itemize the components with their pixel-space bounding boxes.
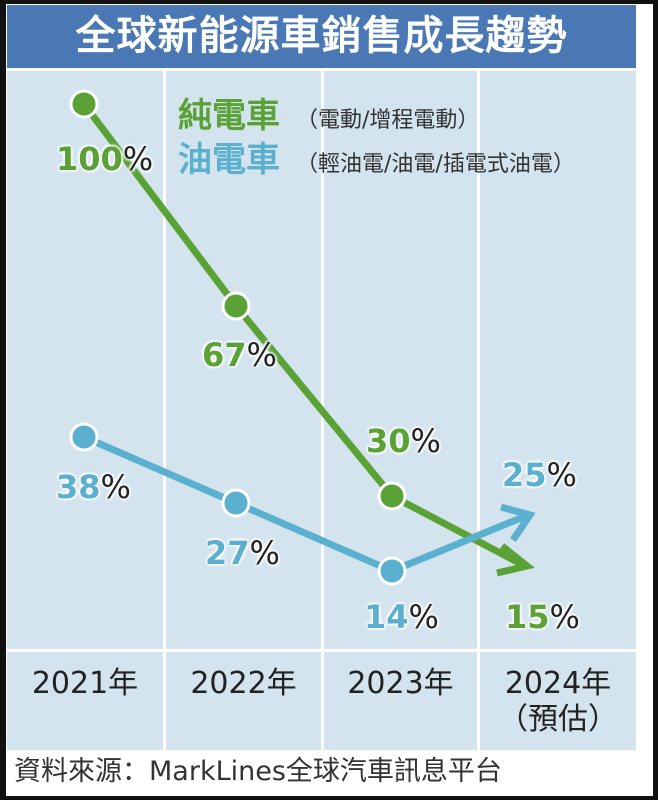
bev-line	[81, 101, 527, 570]
x-tick-label: 2021年	[31, 666, 139, 701]
legend-name: 純電車	[178, 96, 280, 136]
plot-area	[7, 71, 636, 649]
x-tick-label: 2022年	[190, 666, 297, 701]
legend-item-bev: 純電車 （電動/增程電動）	[178, 88, 575, 136]
legend-desc: （電動/增程電動）	[296, 108, 480, 133]
x-tick-2024: 2024年 （預估）	[480, 652, 636, 750]
hev-line	[82, 433, 530, 575]
x-tick-label: 2024年	[504, 666, 612, 701]
hev-label-2021: 38%	[56, 468, 131, 506]
x-tick-2021: 2021年	[7, 652, 163, 750]
legend-name: 油電車	[178, 140, 280, 180]
x-tick-2022: 2022年	[166, 652, 321, 750]
x-axis: 2021年 2022年 2023年 2024年 （預估）	[7, 652, 636, 750]
hev-label-2022: 27%	[205, 534, 280, 572]
x-tick-2023: 2023年	[324, 652, 477, 750]
legend: 純電車 （電動/增程電動） 油電車 （輕油電/油電/插電式油電）	[178, 88, 575, 180]
bev-label-2024: 15%	[505, 598, 580, 636]
legend-desc: （輕油電/油電/插電式油電）	[296, 152, 575, 177]
plot-column-2021	[7, 71, 163, 649]
source-note: 資料來源：MarkLines全球汽車訊息平台	[14, 756, 502, 787]
legend-item-hev: 油電車 （輕油電/油電/插電式油電）	[178, 132, 575, 180]
chart-title: 全球新能源車銷售成長趨勢	[7, 5, 636, 68]
bev-label-2021: 100%	[56, 140, 154, 178]
bev-markers	[69, 89, 407, 511]
hev-arrowhead-icon	[500, 503, 536, 542]
plot-column-2022	[166, 71, 321, 649]
bev-label-2022: 67%	[202, 336, 277, 374]
x-tick-label: 2023年	[347, 666, 454, 701]
hev-label-2023: 14%	[364, 598, 439, 636]
hev-label-2024: 25%	[502, 456, 577, 494]
bev-arrowhead-icon	[496, 543, 535, 577]
hev-markers	[69, 422, 407, 586]
x-tick-sublabel: （預估）	[498, 702, 618, 737]
bev-label-2023: 30%	[366, 422, 441, 460]
